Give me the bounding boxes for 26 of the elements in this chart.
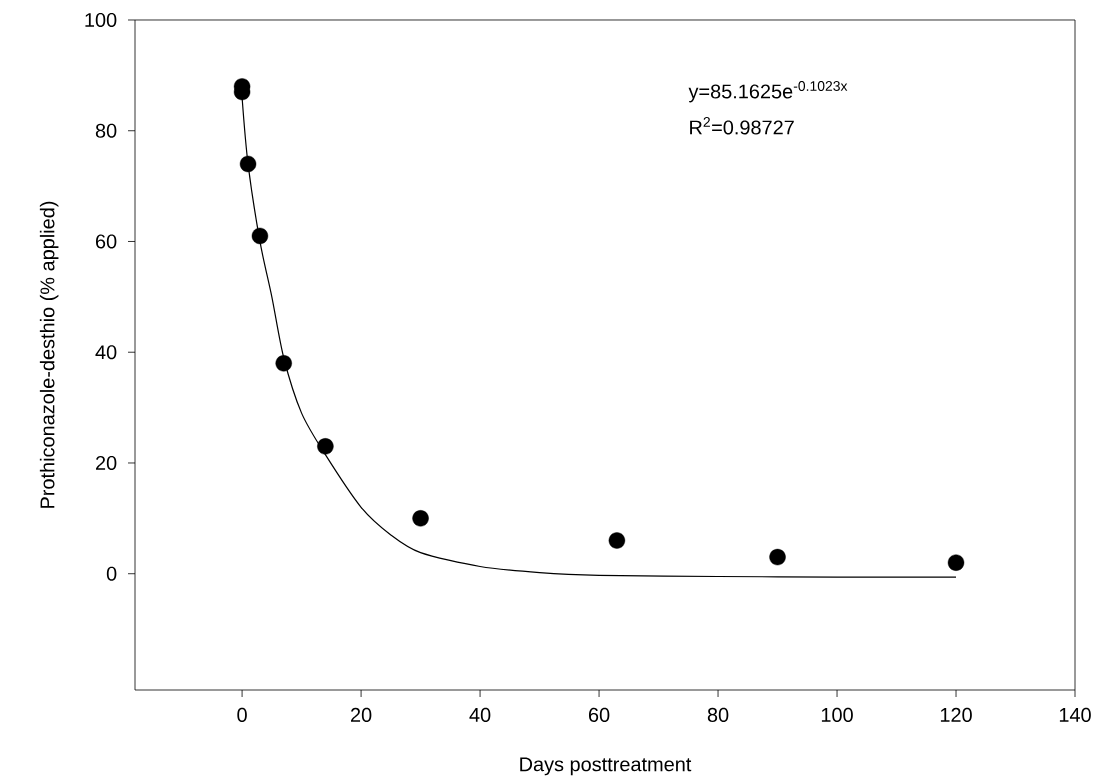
point	[317, 438, 334, 455]
y-tick-label: 20	[96, 455, 117, 471]
point	[275, 355, 292, 372]
x-tick-label: 120	[940, 707, 972, 722]
x-tick-label: 140	[1059, 707, 1091, 722]
x-tick-label: 40	[469, 707, 491, 722]
x-axis-title: Days posttreatment	[520, 757, 692, 776]
y-tick-label: 80	[95, 123, 117, 138]
x-tick-label: 100	[821, 707, 853, 722]
y-tick-label: 60	[96, 234, 117, 249]
x-tick-label: 0	[237, 707, 247, 722]
x-tick-label: 20	[351, 707, 372, 722]
y-tick-label: 0	[106, 566, 117, 581]
point	[251, 227, 269, 245]
point	[769, 548, 786, 566]
point	[239, 155, 257, 173]
point	[947, 554, 965, 571]
point	[608, 532, 626, 549]
point	[412, 510, 429, 527]
y-axis-title: Prothiconazole-desthio (% applied)	[39, 201, 59, 508]
y-tick-label: 40	[95, 345, 117, 360]
annotation: R$^{2}$=0.98727	[690, 117, 794, 135]
x-tick-label: 80	[707, 707, 729, 722]
x-tick-label: 60	[588, 707, 610, 722]
y-tick-label: 100	[85, 12, 117, 28]
annotation: y=85.1625e$^{-0.1023x}$	[688, 81, 848, 103]
